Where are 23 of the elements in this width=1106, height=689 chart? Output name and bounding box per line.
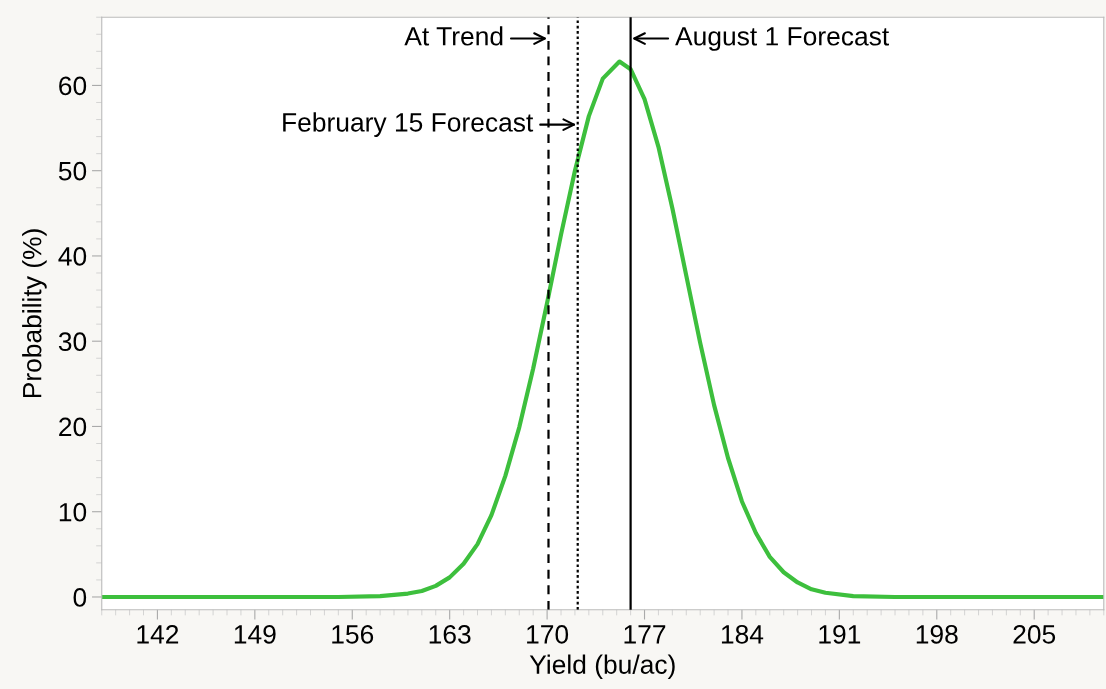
y-tick-label: 40: [58, 247, 87, 266]
x-tick-label: 142: [137, 625, 179, 644]
y-tick-label: 20: [59, 417, 87, 437]
x-tick-label: 177: [624, 625, 666, 644]
y-tick-label: 30: [58, 332, 87, 352]
annotation: At Trend: [404, 26, 503, 46]
annotation: February 15 Forecast: [283, 112, 534, 137]
y-axis-title: Probability (%): [22, 229, 47, 398]
y-tick-label: 50: [58, 161, 87, 181]
annotation: August 1 Forecast: [675, 27, 890, 51]
x-tick-label: 191: [819, 625, 861, 644]
x-tick-label: 156: [332, 625, 374, 644]
x-axis-title: Yield (bu/ac): [529, 654, 675, 680]
y-tick-label: 60: [59, 76, 87, 96]
x-tick-label: 170: [527, 625, 569, 644]
x-tick-label: 149: [234, 625, 276, 644]
y-tick-label: 10: [59, 502, 87, 522]
y-tick-label: 0: [73, 588, 87, 607]
x-tick-label: 184: [721, 625, 764, 644]
x-tick-label: 198: [916, 625, 958, 644]
x-tick-label: 205: [1013, 625, 1056, 644]
line-series: [101, 59, 1104, 600]
x-tick-label: 163: [429, 625, 471, 644]
